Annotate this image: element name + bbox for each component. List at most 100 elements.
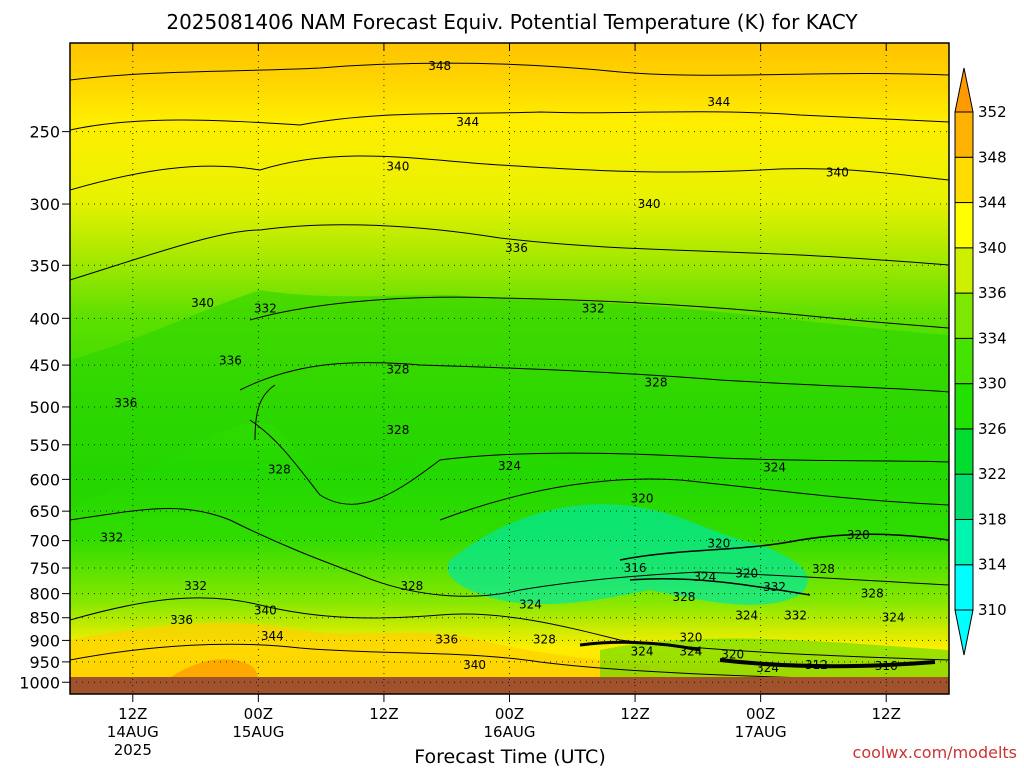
dry-pocket [447,504,808,605]
contour-line [70,508,949,597]
colorbar-tick-label: 322 [978,465,1007,483]
y-tick-label: 850 [29,609,60,628]
colorbar-segment [954,473,974,520]
contour-line [70,62,949,81]
contour-line [719,658,936,669]
colorbar: 310 314 318 322 326 330 334 336 340 344 348 352 [954,67,1007,656]
colorbar-segment [954,247,974,294]
colorbar-tick-label: 326 [978,420,1007,438]
contour-label: 320 [735,566,758,580]
contour-label: 340 [826,165,849,179]
x-tick-label: 12Z [118,705,147,723]
contour-label: 340 [254,604,277,618]
y-tick-label: 400 [29,309,60,328]
y-tick-label: 750 [29,559,60,578]
y-tick-label: 250 [29,123,60,142]
contour-label: 332 [184,579,207,593]
y-tick-label: 950 [29,653,60,672]
colorbar-tick-label: 348 [978,148,1007,166]
colorbar-segment [954,202,974,249]
y-tick-label: 550 [29,436,60,455]
contour-line [70,224,949,281]
colorbar-segment [954,518,974,566]
contour-label: 336 [219,354,242,368]
contour-label: 324 [735,608,758,622]
colorbar-tick-label: 336 [978,284,1007,302]
contour-label: 336 [505,241,528,255]
colorbar-tick-label: 344 [978,194,1007,212]
chart-title: 2025081406 NAM Forecast Equiv. Potential… [166,10,858,34]
colorbar-tick-label: 310 [978,601,1007,619]
contour-line [254,384,276,441]
x-tick-label: 12Z [872,705,901,723]
x-tick-label: 12Z [369,705,398,723]
contour-label: 336 [435,633,458,647]
colorbar-segment [954,111,974,158]
contour-label: 332 [784,608,807,622]
contour-label: 316 [875,659,898,673]
contour-label: 328 [386,362,409,376]
y-tick-label: 300 [29,195,60,214]
contour-line [70,155,949,191]
x-tick-label: 00Z [495,705,524,723]
contour-label: 344 [707,95,730,109]
midlevel-moist-band [70,290,949,510]
contour-label: 320 [847,528,870,542]
colorbar-tick-label: 334 [978,329,1007,347]
contour-label: 328 [861,587,884,601]
plot-area [70,43,949,694]
colorbar-tick-label: 330 [978,375,1007,393]
y-tick-label: 600 [29,470,60,489]
y-tick-label: 500 [29,398,60,417]
y-tick-label: 350 [29,256,60,275]
contour-label: 324 [519,597,542,611]
x-tick-label: 00Z [244,705,273,723]
contour-label: 312 [805,658,828,672]
x-tick-date-label: 16AUG [484,723,536,741]
contour-line [70,597,949,661]
contour-label: 324 [693,570,716,584]
contour-label: 332 [100,531,123,545]
contour-label: 324 [756,661,779,675]
contour-label: 328 [645,375,668,389]
contour-label: 328 [268,462,291,476]
contour-label: 348 [428,59,451,73]
contour-label: 324 [763,460,786,474]
contour-label: 328 [400,579,423,593]
y-tick-label: 800 [29,585,60,604]
colorbar-tick-label: 318 [978,510,1007,528]
credit-text: coolwx.com/modelts [853,743,1017,762]
contour-line [619,533,949,561]
contour-label: 320 [679,630,702,644]
contour-line [249,419,949,505]
x-axis-title: Forecast Time (UTC) [414,746,605,768]
colorbar-tick-label: 352 [978,103,1007,121]
contour-line [70,111,949,131]
colorbar-tick-label: 314 [978,556,1007,574]
contour-line [629,577,811,596]
contour-labels: 348 344 344 340 340 340 336 340 332 332 336 328 328 3… [100,59,904,675]
x-tick-year-label: 2025 [114,741,152,759]
x-tick-date-label: 14AUG [107,723,159,741]
y-tick-label: 900 [29,631,60,650]
x-tick-label: 00Z [746,705,775,723]
x-tick-date-label: 17AUG [735,723,787,741]
x-tick-date-label: 15AUG [232,723,284,741]
contour-label: 316 [624,561,647,575]
contour-label: 324 [498,459,521,473]
colorbar-segment [954,292,974,339]
contour-line [239,362,949,393]
contour-label: 324 [882,611,905,625]
contour-label: 320 [707,536,730,550]
contour-label: 340 [191,296,214,310]
contour-label: 332 [582,301,605,315]
colorbar-tick-label: 340 [978,239,1007,257]
contour-label: 332 [254,301,277,315]
contour-label: 336 [114,396,137,410]
contour-label: 324 [631,644,654,658]
contour-line [70,643,949,683]
colorbar-segment [954,564,974,611]
contour-label: 328 [533,633,556,647]
